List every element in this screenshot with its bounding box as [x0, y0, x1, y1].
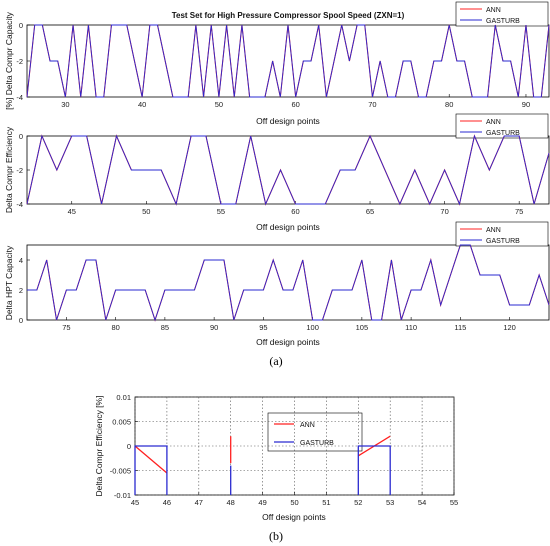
panel-2-legend: ANN GASTURB [455, 113, 549, 139]
panel-4-xtick-label: 45 [131, 498, 139, 507]
panel-4: Off design points Delta Compr Efficiency… [94, 396, 455, 522]
panel-1-xtick-label: 80 [445, 100, 453, 109]
panel-4-xtick-label: 51 [322, 498, 330, 507]
panel-3-ytick-label: 4 [19, 256, 23, 265]
panel-2-axes-frame [26, 135, 550, 205]
panel-4-legend-gasturb-label: GASTURB [300, 440, 334, 447]
panel-2: Off design points Delta Compr Efficiency… [4, 113, 550, 232]
panel-1-ytick-label: -2 [16, 57, 23, 66]
panel-4-xtick-label: 50 [290, 498, 298, 507]
panel-2-ytick-label: -2 [16, 166, 23, 175]
panel-2-xtick-label: 55 [217, 207, 225, 216]
panel-4-legend-box [267, 412, 363, 452]
panel-2-series-gasturb-line [26, 134, 550, 206]
panel-4-ytick-label: -0.005 [110, 467, 131, 476]
panel-4-xtick-label: 49 [258, 498, 266, 507]
panel-4-legend-ann-label: ANN [300, 422, 315, 429]
panel-2-legend-gasturb-label: GASTURB [486, 130, 520, 137]
panel-2-legend-ann-label: ANN [486, 119, 501, 126]
panel-1-ytick-label: 0 [19, 21, 23, 30]
panel-2-ylabel: Delta Compr Efficiency [4, 126, 14, 213]
panel-3: Off design points Delta HPT Capacity ANN… [4, 221, 550, 347]
panel-3-xtick-label: 110 [405, 323, 417, 332]
panel-4-xtick-label: 54 [418, 498, 426, 507]
panel-4-ytick-label: 0 [127, 442, 131, 451]
caption-a: (a) [269, 354, 282, 368]
panel-3-xtick-label: 120 [503, 323, 516, 332]
panel-1-ytick-label: -4 [16, 93, 23, 102]
panel-3-xtick-label: 95 [259, 323, 267, 332]
panel-1-xtick-label: 90 [522, 100, 530, 109]
panel-2-xtick-label: 45 [68, 207, 76, 216]
panel-2-legend-box [455, 113, 549, 139]
panel-2-xtick-label: 60 [291, 207, 299, 216]
panel-2-xlabel: Off design points [256, 222, 320, 232]
panel-1-ylabel: [%] Delta Compr Capacity [4, 11, 14, 110]
panel-3-ytick-label: 2 [19, 286, 23, 295]
panel-4-ytick-label: -0.01 [114, 491, 131, 500]
panel-1-series-gasturb-line [26, 24, 550, 98]
panel-3-series-gasturb-line [27, 244, 550, 322]
panel-3-xtick-label: 90 [210, 323, 218, 332]
panel-1-legend-gasturb-label: GASTURB [486, 18, 520, 25]
panel-3-ytick-label: 0 [19, 316, 23, 325]
panel-3-xtick-label: 75 [62, 323, 70, 332]
panel-4-xlabel: Off design points [262, 512, 326, 522]
panel-1-xtick-label: 50 [215, 100, 223, 109]
panel-3-legend-ann-label: ANN [486, 227, 501, 234]
panel-3-legend-box [455, 221, 549, 247]
panel-4-xtick-label: 52 [354, 498, 362, 507]
panel-2-ytick-label: 0 [19, 132, 23, 141]
panel-2-xtick-label: 70 [440, 207, 448, 216]
panel-4-xtick-label: 47 [195, 498, 203, 507]
panel-3-ylabel: Delta HPT Capacity [4, 245, 14, 320]
panel-1-title: Test Set for High Pressure Compressor Sp… [172, 11, 405, 20]
panel-4-ytick-label: 0.01 [116, 393, 131, 402]
panel-3-xtick-label: 115 [454, 323, 466, 332]
panel-3-xlabel: Off design points [256, 337, 320, 347]
panel-4-xtick-label: 55 [450, 498, 458, 507]
panel-4-legend: ANN GASTURB [267, 412, 363, 452]
panel-2-xtick-label: 75 [515, 207, 523, 216]
panel-1-legend-box [455, 1, 549, 27]
panel-1-xlabel: Off design points [256, 116, 320, 126]
panel-1-xtick-label: 70 [368, 100, 376, 109]
panel-2-ytick-label: -4 [16, 200, 23, 209]
panel-4-ylabel: Delta Compr Efficiency [%] [94, 396, 104, 497]
panel-3-xtick-label: 80 [111, 323, 119, 332]
panel-3-xtick-label: 85 [161, 323, 169, 332]
panel-3-xtick-label: 105 [356, 323, 369, 332]
panel-4-series-gasturb-segment [134, 445, 168, 495]
caption-b: (b) [269, 529, 283, 543]
panel-4-series-gasturb-segment [357, 445, 391, 495]
panel-2-xtick-label: 65 [366, 207, 374, 216]
panel-1-legend-ann-label: ANN [486, 7, 501, 14]
panel-1-xtick-label: 30 [61, 100, 69, 109]
panel-3-legend-gasturb-label: GASTURB [486, 238, 520, 245]
panel-4-xtick-label: 53 [386, 498, 394, 507]
panel-3-xtick-label: 100 [306, 323, 319, 332]
panel-4-xtick-label: 46 [163, 498, 171, 507]
panel-1-legend: ANN GASTURB [455, 1, 549, 27]
panel-1: Test Set for High Pressure Compressor Sp… [4, 1, 550, 126]
panel-3-legend: ANN GASTURB [455, 221, 549, 247]
panel-1-xtick-label: 40 [138, 100, 146, 109]
panel-4-ytick-label: 0.005 [112, 418, 131, 427]
panel-4-xtick-label: 48 [227, 498, 235, 507]
panel-1-xtick-label: 60 [292, 100, 300, 109]
panel-2-xtick-label: 50 [142, 207, 150, 216]
panel-3-axes-frame [26, 244, 550, 321]
panel-4-series-ann-segment [134, 445, 168, 474]
